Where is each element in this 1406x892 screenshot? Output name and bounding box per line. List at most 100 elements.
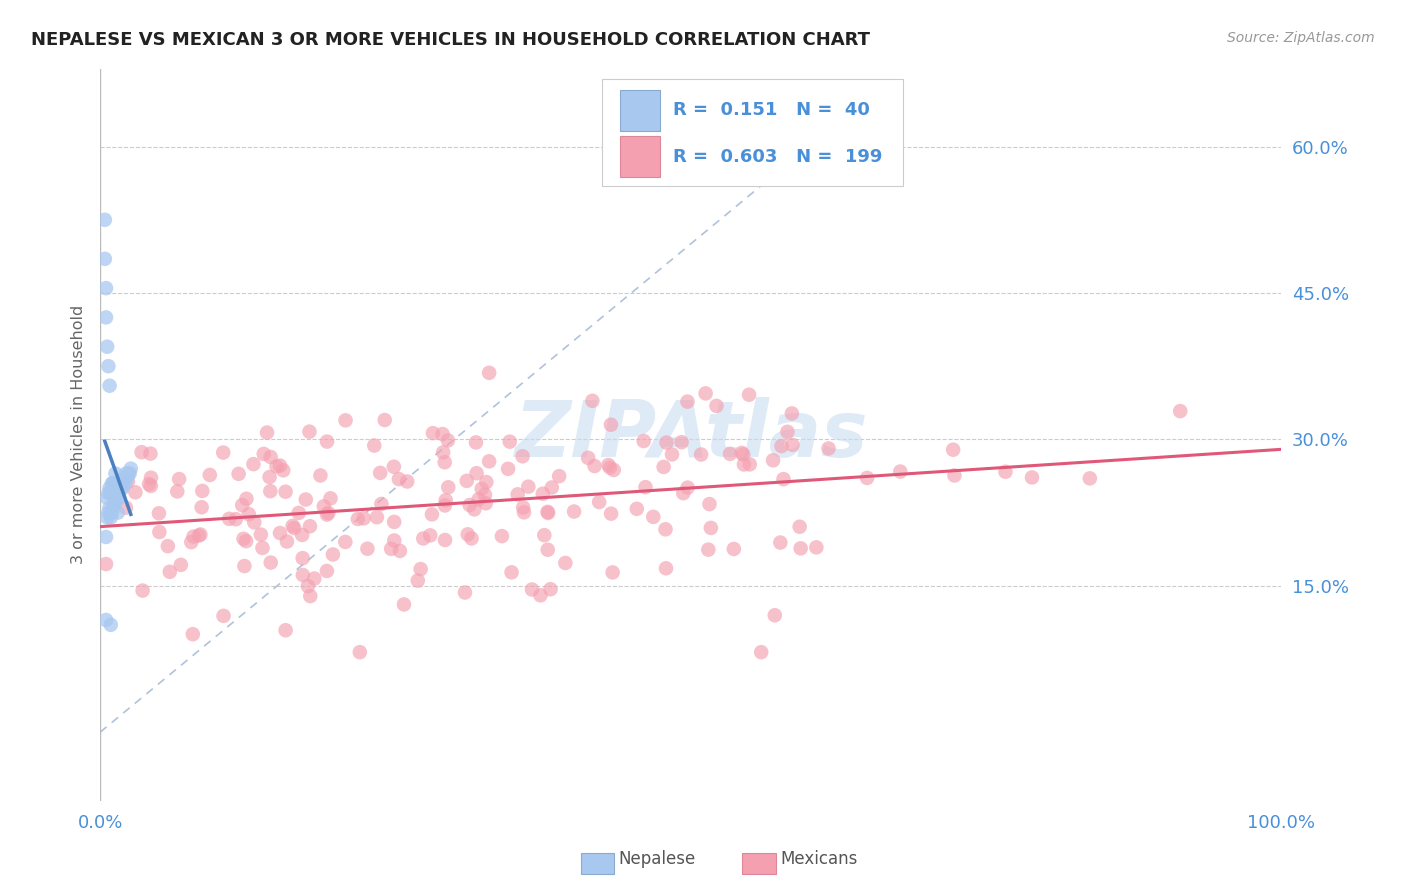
Point <box>242 457 264 471</box>
Point <box>238 507 260 521</box>
Point <box>349 645 371 659</box>
Point <box>101 500 124 515</box>
Point <box>139 479 162 493</box>
Point <box>100 510 122 524</box>
Point <box>454 585 477 599</box>
Point <box>117 467 139 481</box>
Point <box>98 481 121 495</box>
Point <box>396 475 419 489</box>
Point <box>652 459 675 474</box>
Point <box>529 588 551 602</box>
Point <box>581 393 603 408</box>
Point <box>723 541 745 556</box>
Point <box>298 519 321 533</box>
Point <box>97 486 120 500</box>
Point <box>520 582 543 597</box>
Text: ZIPAtlas: ZIPAtlas <box>513 397 868 473</box>
Point <box>107 506 129 520</box>
Point <box>181 627 204 641</box>
Point <box>110 481 132 495</box>
Point <box>478 454 501 468</box>
Point <box>235 534 257 549</box>
Point <box>228 467 250 481</box>
Point <box>1021 470 1043 484</box>
Point <box>115 467 138 481</box>
Point <box>412 532 434 546</box>
Point <box>467 492 489 507</box>
Point <box>599 460 621 475</box>
Point <box>131 583 153 598</box>
Point <box>661 447 683 461</box>
Point <box>98 378 121 392</box>
Point <box>315 564 337 578</box>
Point <box>392 598 415 612</box>
Point <box>124 485 146 500</box>
Point <box>94 310 117 325</box>
Text: Mexicans: Mexicans <box>780 850 858 868</box>
Point <box>166 484 188 499</box>
Point <box>291 551 314 566</box>
Point <box>1168 404 1191 418</box>
Point <box>253 447 276 461</box>
Point <box>316 434 339 449</box>
Point <box>250 527 273 541</box>
Point <box>770 439 793 453</box>
Point <box>776 425 799 439</box>
Point <box>101 476 124 491</box>
Point <box>676 394 699 409</box>
Point <box>299 589 322 603</box>
Point <box>433 499 456 513</box>
Point <box>318 506 340 520</box>
Point <box>96 340 118 354</box>
Point <box>782 438 804 452</box>
Point <box>218 512 240 526</box>
Point <box>588 495 610 509</box>
Point <box>456 474 478 488</box>
Point <box>259 484 281 499</box>
Point <box>533 528 555 542</box>
Point <box>463 502 485 516</box>
Point <box>772 472 794 486</box>
Point <box>762 453 785 467</box>
Point <box>291 528 314 542</box>
Point <box>281 519 304 533</box>
Point <box>856 471 879 485</box>
Point <box>108 476 131 491</box>
Point <box>167 472 190 486</box>
Point <box>537 506 560 520</box>
Text: Source: ZipAtlas.com: Source: ZipAtlas.com <box>1227 31 1375 45</box>
Point <box>562 504 585 518</box>
Point <box>191 483 214 498</box>
Point <box>335 413 357 427</box>
Point <box>139 471 162 485</box>
Point <box>269 458 291 473</box>
Point <box>434 493 457 508</box>
Point <box>322 548 344 562</box>
Point <box>103 476 125 491</box>
Point <box>548 469 571 483</box>
Point <box>180 535 202 549</box>
Point <box>475 496 498 510</box>
Point <box>437 480 460 494</box>
Point <box>432 445 454 459</box>
Point <box>695 386 717 401</box>
Point <box>271 463 294 477</box>
Point <box>363 438 385 452</box>
Point <box>655 435 678 450</box>
Point <box>706 399 728 413</box>
Point <box>96 510 118 524</box>
Point <box>111 481 134 495</box>
Point <box>260 556 283 570</box>
Point <box>749 645 772 659</box>
Point <box>231 498 253 512</box>
Point <box>806 541 828 555</box>
Point <box>789 520 811 534</box>
Point <box>94 613 117 627</box>
Point <box>104 496 127 510</box>
Point <box>159 565 181 579</box>
Point <box>738 388 761 402</box>
Point <box>817 442 839 456</box>
Point <box>104 467 127 481</box>
Point <box>107 486 129 500</box>
Point <box>626 501 648 516</box>
